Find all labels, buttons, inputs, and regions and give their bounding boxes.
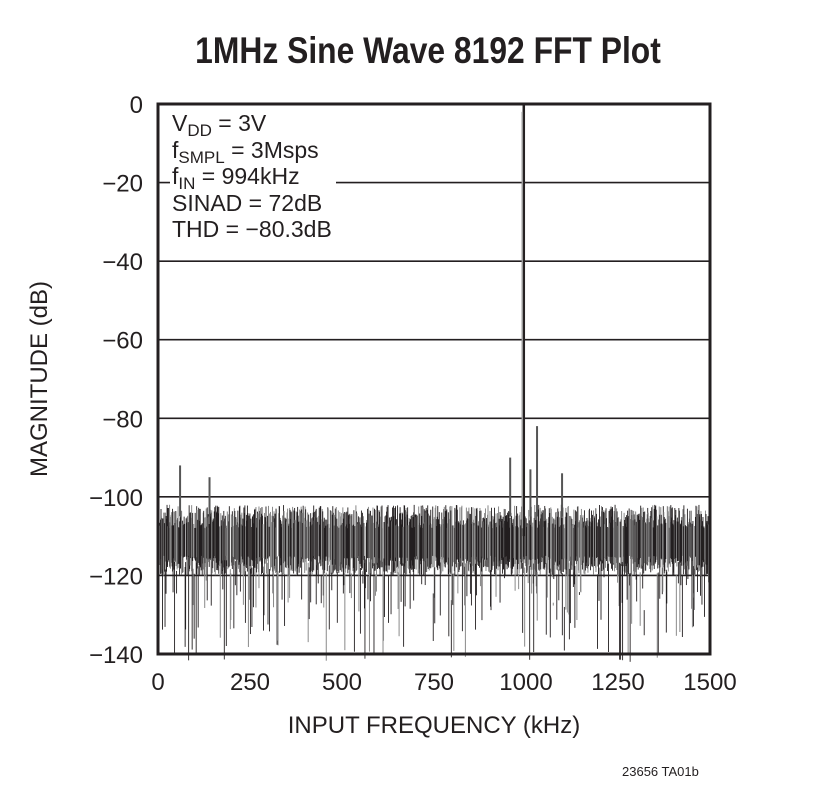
y-tick-label: −120 — [89, 563, 143, 590]
x-tick-label: 1250 — [591, 669, 644, 696]
annotation-box: VDD = 3V fSMPL = 3Msps fIN = 994kHz SINA… — [170, 110, 336, 243]
annotation-fin: fIN = 994kHz — [172, 163, 300, 193]
x-tick-label: 250 — [230, 669, 270, 696]
x-tick-label: 500 — [322, 669, 362, 696]
y-tick-label: −80 — [102, 406, 143, 433]
plot-frame — [156, 102, 712, 656]
annotation-vdd: VDD = 3V — [172, 110, 267, 140]
x-axis-label: INPUT FREQUENCY (kHz) — [288, 712, 580, 739]
y-tick-label: −20 — [102, 171, 143, 198]
chart-title: 1MHz Sine Wave 8192 FFT Plot — [195, 30, 661, 71]
y-axis-label: MAGNITUDE (dB) — [26, 281, 53, 477]
x-tick-label: 0 — [151, 669, 164, 696]
x-tick-label: 1500 — [683, 669, 736, 696]
y-tick-label: 0 — [130, 92, 143, 119]
x-tick-label: 1000 — [499, 669, 552, 696]
x-tick-label: 750 — [414, 669, 454, 696]
annotation-fsmpl: fSMPL = 3Msps — [172, 136, 319, 167]
y-tick-label: −60 — [102, 328, 143, 355]
y-tick-label: −100 — [89, 485, 143, 512]
annotation-thd: THD = −80.3dB — [172, 216, 332, 242]
annotation-sinad: SINAD = 72dB — [172, 189, 323, 216]
y-tick-label: −40 — [102, 249, 143, 276]
y-tick-label: −140 — [89, 642, 143, 669]
figure-id: 23656 TA01b — [622, 764, 699, 779]
